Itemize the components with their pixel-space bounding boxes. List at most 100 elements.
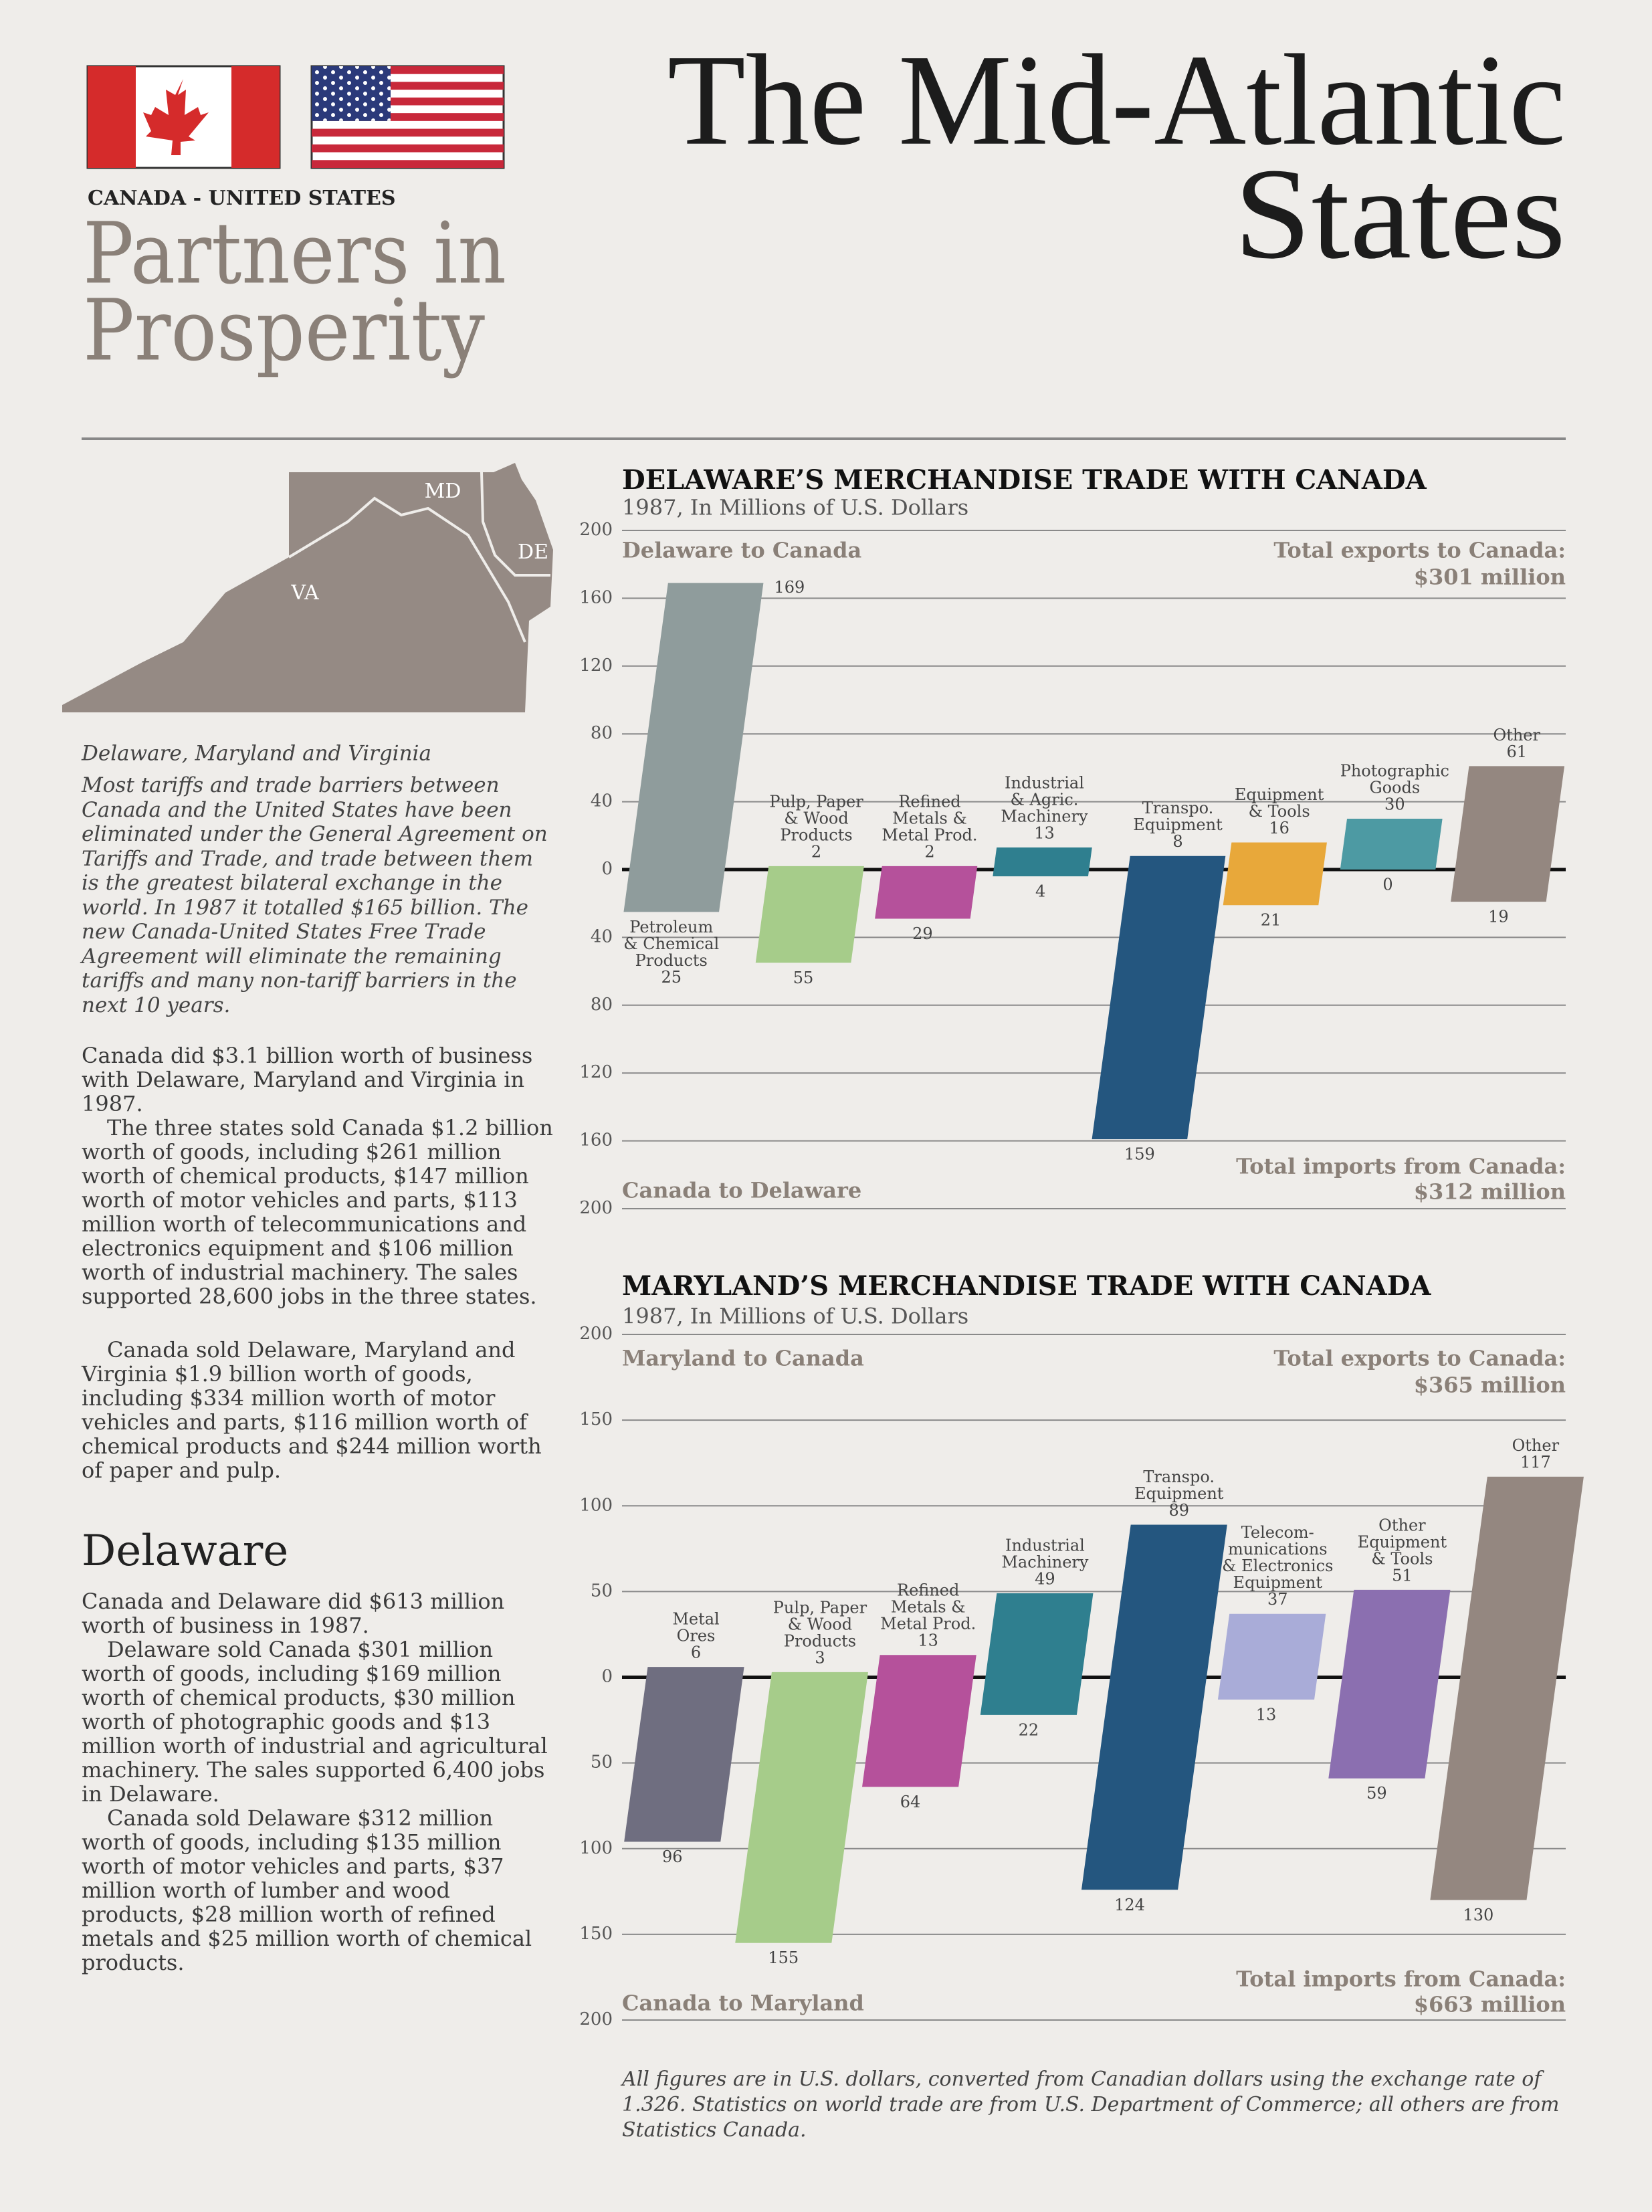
value-label: 89 (1168, 1501, 1189, 1520)
category-label: Metal Prod. (880, 1615, 976, 1633)
chart: DELAWARE’S MERCHANDISE TRADE WITH CANADA… (579, 464, 1566, 1218)
value-label: 117 (1520, 1453, 1551, 1472)
value-label: 25 (661, 968, 682, 987)
category-label: Equipment (1233, 1573, 1323, 1592)
value-label: 169 (774, 578, 805, 597)
value-label: 124 (1114, 1896, 1145, 1914)
chart-subtitle: 1987, In Millions of U.S. Dollars (622, 495, 968, 520)
category-label: Equipment (1133, 815, 1223, 834)
y-tick-label: 40 (591, 926, 613, 946)
value-label: 64 (900, 1793, 921, 1811)
series-label: Delaware to Canada (622, 538, 861, 563)
y-tick-label: 100 (579, 1838, 613, 1858)
value-label: 130 (1463, 1906, 1493, 1924)
y-tick-label: 40 (591, 791, 613, 811)
category-label: & Electronics (1222, 1556, 1333, 1575)
value-label: 51 (1392, 1566, 1413, 1585)
subtitle-line: Partners in (83, 205, 506, 303)
value-label: 0 (1382, 876, 1392, 894)
y-tick-label: 0 (601, 1667, 613, 1687)
y-tick-label: 80 (591, 723, 613, 743)
flag-stripe (312, 113, 504, 121)
category-label: & Tools (1249, 802, 1310, 821)
value-label: 55 (793, 969, 814, 987)
category-label: Other (1512, 1436, 1560, 1455)
section-paragraph: Delaware sold Canada $301 million worth … (82, 1637, 548, 1807)
category-label: Equipment (1134, 1484, 1224, 1503)
category-label: & Agric. (1011, 791, 1079, 809)
y-tick-label: 160 (579, 1130, 613, 1150)
flag-stripe (312, 82, 504, 90)
category-label: & Chemical (623, 934, 719, 953)
y-tick-label: 120 (579, 656, 613, 676)
category-label: Ores (677, 1627, 716, 1645)
value-label: 37 (1267, 1590, 1288, 1609)
map-label: DE (518, 540, 548, 564)
value-label: 59 (1366, 1784, 1387, 1803)
total-value: $301 million (1414, 565, 1566, 590)
bar (1340, 818, 1443, 870)
value-label: 29 (912, 924, 933, 943)
canada-flag (86, 65, 281, 169)
subtitle-line: Prosperity (83, 282, 485, 380)
total-value: $663 million (1414, 1992, 1566, 2017)
bar (1092, 856, 1226, 1140)
bar (1217, 1613, 1326, 1700)
category-label: & Tools (1371, 1549, 1433, 1568)
category-label: munications (1228, 1540, 1328, 1559)
category-label: Industrial (1005, 1536, 1085, 1554)
map-caption: Delaware, Maryland and Virginia (81, 742, 431, 766)
flag-stripe (312, 160, 504, 168)
category-label: Industrial (1005, 774, 1084, 793)
value-label: 96 (662, 1847, 683, 1866)
total-label: Total exports to Canada: (1273, 538, 1566, 563)
footnote: All figures are in U.S. dollars, convert… (622, 2068, 1560, 2142)
value-label: 8 (1172, 832, 1182, 851)
value-label: 6 (691, 1643, 701, 1662)
category-label: Metals & (892, 809, 967, 827)
y-tick-label: 50 (591, 1581, 613, 1601)
page-title-line: The Mid-Atlantic (667, 28, 1566, 173)
map: MD DE VA (62, 463, 553, 712)
y-tick-label: 150 (579, 1409, 613, 1429)
chart-title: DELAWARE’S MERCHANDISE TRADE WITH CANADA (622, 464, 1427, 496)
category-label: Equipment (1358, 1532, 1447, 1551)
category-label: Other (1378, 1516, 1426, 1534)
category-label: Machinery (1001, 807, 1088, 826)
section-paragraph: Canada and Delaware did $613 million wor… (82, 1589, 505, 1638)
category-label: Equipment (1235, 785, 1324, 804)
chart-subtitle: 1987, In Millions of U.S. Dollars (622, 1304, 968, 1329)
map-label: VA (290, 581, 319, 605)
value-label: 3 (815, 1648, 825, 1667)
series-label: Canada to Delaware (622, 1178, 861, 1203)
category-label: Telecom- (1241, 1523, 1314, 1542)
bar (1223, 842, 1327, 906)
category-label: Petroleum (629, 918, 713, 936)
category-label: Machinery (1001, 1552, 1089, 1571)
value-label: 30 (1384, 795, 1405, 813)
y-tick-label: 100 (579, 1495, 613, 1515)
category-label: Pulp, Paper (769, 792, 863, 811)
map-label: MD (425, 480, 461, 503)
bar (980, 1593, 1094, 1715)
category-label: Metal (672, 1610, 719, 1629)
y-tick-label: 160 (579, 587, 613, 607)
value-label: 2 (811, 842, 821, 861)
bar (755, 866, 864, 963)
body-paragraph: Canada did $3.1 billion worth of busines… (82, 1043, 533, 1116)
y-tick-label: 200 (579, 1324, 613, 1344)
y-tick-label: 200 (579, 520, 613, 540)
bar (1430, 1476, 1584, 1900)
body-paragraph: The three states sold Canada $1.2 billio… (82, 1115, 553, 1309)
value-label: 4 (1035, 882, 1045, 901)
bar (624, 1667, 744, 1842)
value-label: 49 (1035, 1569, 1055, 1588)
value-label: 16 (1269, 819, 1289, 837)
category-label: Refined (898, 792, 960, 811)
category-label: & Wood (784, 809, 848, 827)
y-tick-label: 200 (579, 2009, 613, 2029)
value-label: 22 (1019, 1720, 1039, 1739)
category-label: Other (1493, 726, 1541, 744)
category-label: Photographic (1340, 761, 1449, 780)
